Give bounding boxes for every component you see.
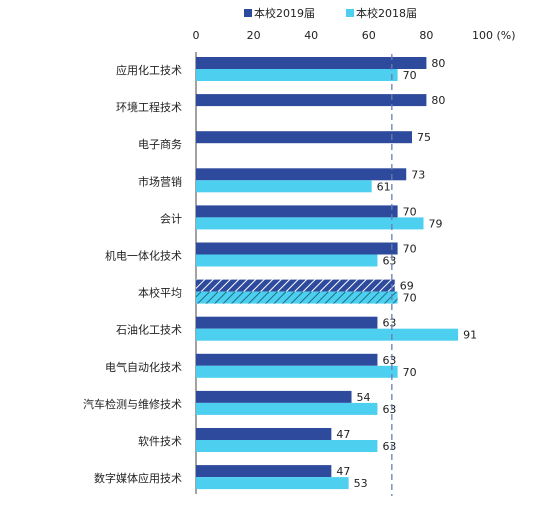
x-axis: 0 20 40 60 80 100 (%) — [193, 29, 516, 42]
data-label: 63 — [382, 255, 396, 268]
data-label: 70 — [403, 69, 417, 82]
category-label: 电子商务 — [138, 137, 182, 151]
bar-2019 — [196, 279, 395, 292]
data-label: 63 — [382, 403, 396, 416]
data-label: 80 — [431, 57, 445, 70]
bars — [196, 57, 459, 490]
data-label: 47 — [336, 465, 350, 478]
data-label: 79 — [429, 217, 443, 230]
category-label: 数字媒体应用技术 — [94, 471, 182, 485]
legend-label-2: 本校2018届 — [356, 6, 417, 20]
data-label: 61 — [377, 180, 391, 193]
y-axis: 应用化工技术环境工程技术电子商务市场营销会计机电一体化技术本校平均石油化工技术电… — [83, 52, 197, 494]
data-label: 91 — [463, 329, 477, 342]
bar-2018 — [196, 254, 378, 267]
data-label: 69 — [400, 280, 414, 293]
data-label: 47 — [336, 428, 350, 441]
bar-2019 — [196, 465, 332, 478]
data-label: 70 — [403, 366, 417, 379]
x-tick-label: 20 — [247, 29, 261, 42]
x-tick-label: 40 — [304, 29, 318, 42]
category-label: 应用化工技术 — [116, 63, 182, 77]
bar-2019 — [196, 242, 398, 255]
data-label: 53 — [354, 477, 368, 490]
legend-label-1: 本校2019届 — [254, 6, 315, 20]
bar-2019 — [196, 57, 427, 69]
legend-swatch-2 — [346, 9, 354, 17]
bar-2018 — [196, 402, 378, 415]
data-label: 80 — [431, 94, 445, 107]
bar-2018 — [196, 291, 398, 304]
bar-2019 — [196, 353, 378, 366]
category-label: 电气自动化技术 — [105, 360, 182, 374]
category-label: 机电一体化技术 — [105, 249, 182, 263]
category-label: 软件技术 — [138, 434, 182, 448]
category-label: 汽车检测与维修技术 — [83, 397, 182, 411]
bar-2019 — [196, 205, 398, 218]
bar-2019 — [196, 428, 332, 440]
legend: 本校2019届 本校2018届 — [244, 6, 417, 20]
bar-2018 — [196, 180, 372, 193]
bar-2018 — [196, 217, 424, 230]
bar-2018 — [196, 328, 459, 341]
bar-2019 — [196, 131, 412, 144]
data-labels: 8070807573617079706369706391637054634763… — [336, 57, 477, 490]
x-tick-label: 60 — [362, 29, 376, 42]
bar-2019 — [196, 168, 407, 181]
data-label: 63 — [382, 440, 396, 453]
bar-2018 — [196, 477, 349, 490]
data-label: 63 — [382, 317, 396, 330]
data-label: 75 — [417, 131, 431, 144]
data-label: 63 — [382, 354, 396, 367]
bar-2018 — [196, 440, 378, 452]
data-label: 70 — [403, 292, 417, 305]
category-label: 会计 — [160, 212, 182, 225]
bar-2019 — [196, 316, 378, 329]
legend-swatch-1 — [244, 9, 252, 17]
data-label: 70 — [403, 205, 417, 218]
category-label: 石油化工技术 — [116, 323, 182, 337]
bar-2018 — [196, 365, 398, 378]
x-tick-label: 0 — [193, 29, 200, 42]
x-tick-label: 80 — [419, 29, 433, 42]
x-tick-label: 100 (%) — [472, 29, 516, 42]
data-label: 73 — [411, 168, 425, 181]
data-label: 54 — [357, 391, 371, 404]
category-label: 环境工程技术 — [116, 100, 182, 114]
category-label: 本校平均 — [138, 286, 182, 300]
category-label: 市场营销 — [138, 174, 182, 188]
bar-2018 — [196, 69, 398, 81]
bar-2019 — [196, 94, 427, 107]
data-label: 70 — [403, 243, 417, 256]
bar-2019 — [196, 390, 352, 403]
